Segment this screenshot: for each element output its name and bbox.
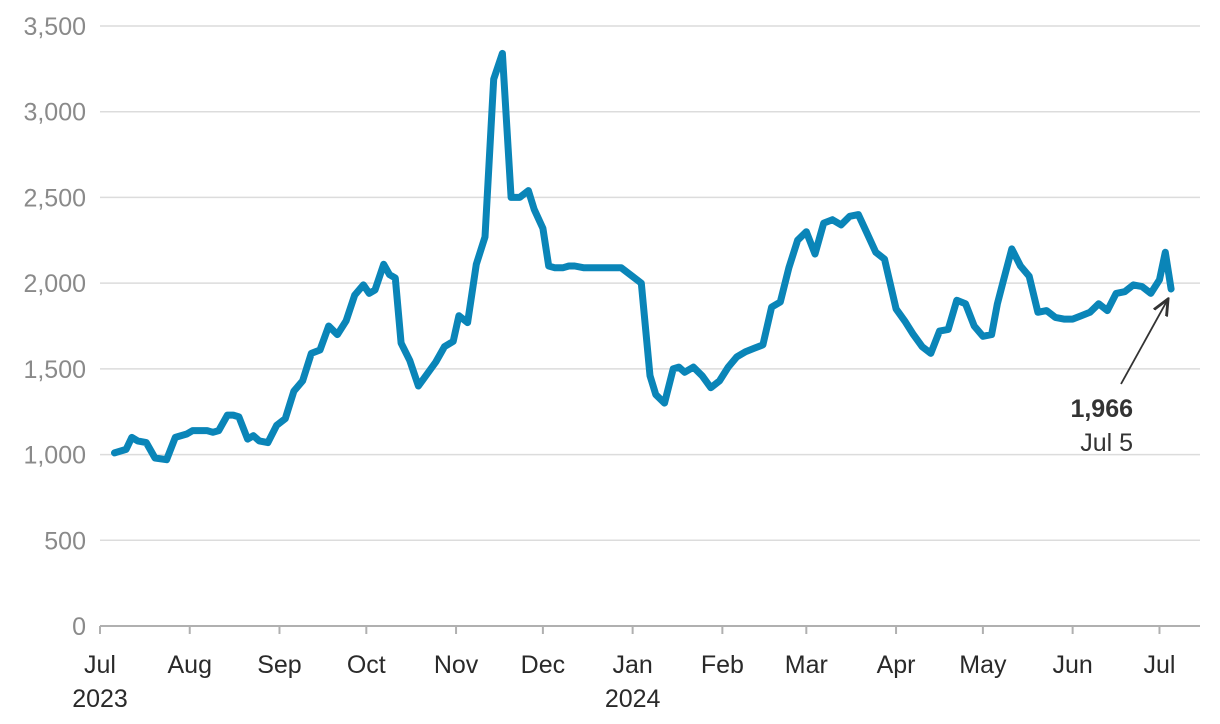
- y-axis: 0 500 1,000 1,500 2,000 2,500 3,000 3,500: [23, 13, 86, 641]
- x-tick-label: Jul: [1143, 651, 1175, 679]
- y-tick-label: 500: [44, 527, 86, 555]
- year-label: 2024: [605, 685, 661, 713]
- annotation: 1,966 Jul 5: [1070, 299, 1168, 457]
- x-tick-label: Mar: [785, 651, 828, 679]
- x-tick-label: Dec: [521, 651, 565, 679]
- x-tick-label: Aug: [167, 651, 211, 679]
- x-tick-label: Jul: [84, 651, 116, 679]
- x-tick-label: Apr: [877, 651, 916, 679]
- y-tick-label: 2,000: [23, 270, 86, 298]
- y-tick-label: 3,000: [23, 99, 86, 127]
- y-tick-label: 1,500: [23, 356, 86, 384]
- x-tick-label: Nov: [434, 651, 479, 679]
- series-layer: [111, 49, 1175, 464]
- annotation-arrow: [1120, 299, 1168, 385]
- series-line: [111, 49, 1175, 464]
- x-tick-label: Feb: [701, 651, 744, 679]
- gridlines: [100, 25, 1200, 542]
- year-label: 2023: [72, 685, 128, 713]
- x-axis: Jul Aug Sep Oct Nov Dec Jan Feb Mar Apr May Jun Jul 2…: [72, 625, 1200, 713]
- x-tick-label: Sep: [257, 651, 301, 679]
- x-tick-label: Oct: [347, 651, 386, 679]
- x-tick-label: Jan: [612, 651, 652, 679]
- y-tick-label: 2,500: [23, 184, 86, 212]
- x-tick-label: Jun: [1052, 651, 1092, 679]
- annotation-date-label: Jul 5: [1080, 429, 1133, 457]
- y-tick-label: 0: [72, 613, 86, 641]
- y-tick-label: 3,500: [23, 13, 86, 41]
- y-tick-label: 1,000: [23, 442, 86, 470]
- annotation-value-label: 1,966: [1070, 395, 1133, 423]
- x-tick-label: May: [959, 651, 1007, 679]
